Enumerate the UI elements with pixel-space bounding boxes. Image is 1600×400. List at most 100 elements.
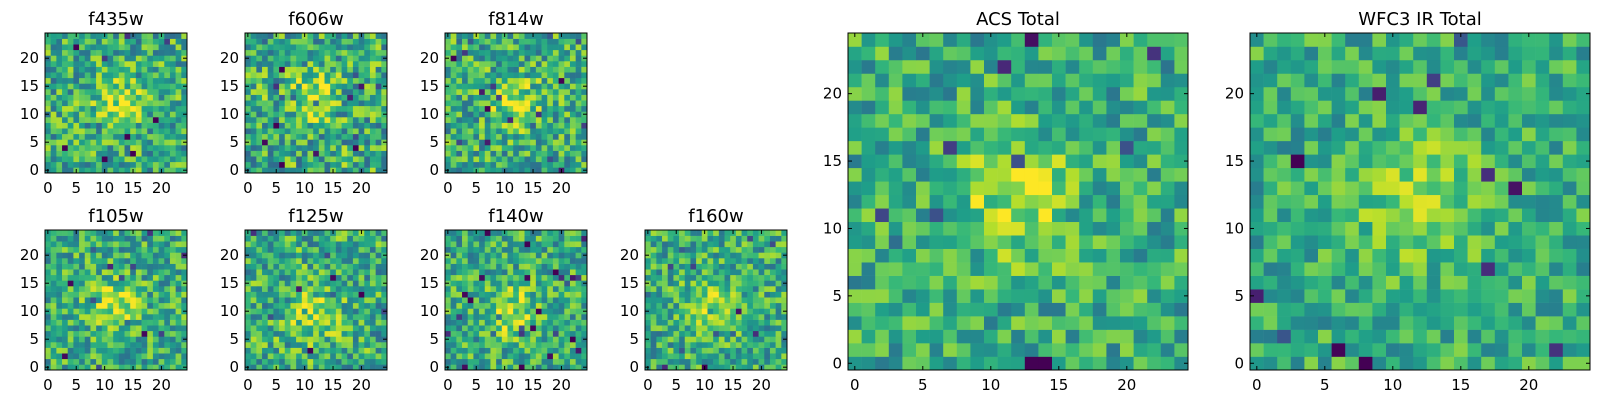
heatmap-cell [130, 252, 137, 259]
heatmap-cell [467, 269, 474, 276]
heatmap-cell [535, 241, 542, 248]
heatmap-cell [684, 241, 691, 248]
heatmap-cell [135, 336, 142, 343]
heatmap-cell [535, 258, 542, 264]
heatmap-cell [490, 252, 497, 259]
heatmap-cell [364, 49, 371, 56]
heatmap-cell [581, 325, 588, 332]
y-tick-label: 0 [429, 161, 439, 179]
heatmap-cell [73, 72, 80, 79]
heatmap-cell [496, 150, 503, 157]
heatmap-cell [484, 61, 491, 67]
heatmap-cell [290, 161, 297, 168]
heatmap-cell [152, 44, 159, 51]
heatmap-cell [141, 286, 148, 292]
heatmap-cell [775, 235, 782, 242]
heatmap-cell [164, 83, 171, 90]
heatmap-cell [1011, 221, 1026, 236]
heatmap-cell [547, 336, 554, 343]
heatmap-cell [358, 61, 365, 67]
heatmap-cell [752, 291, 759, 298]
heatmap-cell [181, 89, 188, 95]
heatmap-cell [564, 89, 571, 95]
heatmap-cell [330, 61, 337, 67]
heatmap-cell [113, 314, 120, 320]
heatmap-cell [1174, 356, 1189, 371]
heatmap-cell [256, 49, 263, 56]
heatmap-cell [650, 358, 657, 365]
heatmap-cell [73, 241, 80, 248]
heatmap-cell [943, 235, 958, 249]
heatmap-cell [90, 342, 97, 348]
heatmap-cell [273, 89, 280, 95]
heatmap-cell [335, 55, 342, 62]
heatmap-cell [45, 241, 51, 248]
heatmap-cell [564, 269, 571, 276]
heatmap-cell [679, 336, 686, 343]
heatmap-cell [581, 89, 588, 95]
heatmap-cell [496, 319, 503, 326]
heatmap-cell [79, 49, 86, 56]
heatmap-cell [313, 161, 320, 168]
heatmap-cell [341, 280, 348, 287]
heatmap-cell [684, 347, 691, 354]
heatmap-cell [113, 274, 120, 281]
heatmap-cell [535, 347, 542, 354]
heatmap-cell [90, 252, 97, 259]
heatmap-cell [462, 308, 469, 315]
heatmap-cell [284, 230, 291, 236]
heatmap-cell [284, 161, 291, 168]
heatmap-cell [541, 291, 548, 298]
heatmap-cell [335, 308, 342, 315]
heatmap-cell [490, 89, 497, 95]
heatmap-cell [118, 94, 125, 101]
heatmap-cell [152, 353, 159, 360]
heatmap-cell [369, 336, 376, 343]
heatmap-cell [769, 258, 776, 264]
heatmap-cell [79, 72, 86, 79]
heatmap-cell [347, 364, 354, 371]
heatmap-cell [135, 274, 142, 281]
heatmap-cell [79, 314, 86, 320]
heatmap-cell [124, 89, 131, 95]
heatmap-cell [490, 302, 497, 309]
heatmap-cell [330, 342, 337, 348]
heatmap-cell [147, 161, 154, 168]
heatmap-cell [558, 353, 565, 360]
heatmap-cell [679, 235, 686, 242]
heatmap-cell [581, 314, 588, 320]
heatmap-cell [62, 128, 69, 135]
heatmap-cell [152, 111, 159, 118]
heatmap-cell [984, 275, 998, 290]
heatmap-cell [101, 297, 108, 304]
heatmap-cell [124, 111, 131, 118]
heatmap-cell [67, 66, 74, 73]
heatmap-cell [547, 286, 554, 292]
heatmap-cell [147, 274, 154, 281]
heatmap-cell [79, 269, 86, 276]
heatmap-cell [273, 347, 280, 354]
heatmap-cell [496, 167, 503, 174]
heatmap-cell [564, 139, 571, 146]
heatmap-cell [335, 274, 342, 281]
heatmap-cell [347, 280, 354, 287]
heatmap-cell [181, 44, 188, 51]
heatmap-cell [684, 246, 691, 253]
heatmap-cell [569, 33, 576, 39]
heatmap-cell [707, 353, 714, 360]
heatmap-cell [290, 44, 297, 51]
heatmap-cell [479, 342, 486, 348]
heatmap-cell [130, 94, 137, 101]
heatmap-cell [575, 128, 582, 135]
heatmap-cell [473, 72, 480, 79]
heatmap-cell [775, 258, 782, 264]
heatmap-cell [530, 353, 537, 360]
heatmap-cell [124, 145, 131, 151]
heatmap-cell [507, 347, 514, 354]
heatmap-cell [1065, 329, 1080, 344]
heatmap-cell [1120, 356, 1134, 371]
heatmap-cell [107, 297, 114, 304]
heatmap-cell [169, 145, 176, 151]
heatmap-cell [479, 302, 486, 309]
heatmap-cell [552, 274, 559, 281]
